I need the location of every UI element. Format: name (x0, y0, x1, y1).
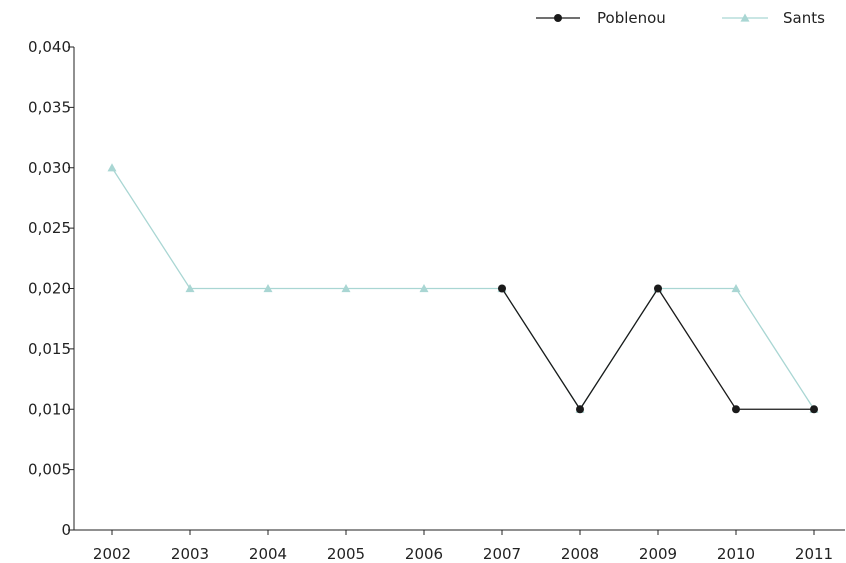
series-layer (107, 163, 819, 414)
x-tick-label: 2007 (483, 545, 521, 563)
legend: Poblenou Sants (536, 9, 825, 27)
x-tick-label: 2008 (561, 545, 599, 563)
y-tick-label: 0,040 (28, 38, 71, 56)
y-tick-label: 0 (61, 521, 71, 539)
series-line-poblenou (501, 287, 814, 411)
data-point-poblenou (732, 405, 740, 414)
data-point-poblenou (654, 284, 662, 293)
data-point-sants (731, 284, 741, 293)
x-tick-label: 2010 (717, 545, 755, 563)
x-tick-label: 2003 (171, 545, 209, 563)
legend-item-sants: Sants (722, 9, 825, 27)
legend-marker (740, 13, 750, 22)
x-tick-label: 2006 (405, 545, 443, 563)
data-point-sants (107, 163, 117, 172)
x-tick-label: 2005 (327, 545, 365, 563)
x-tick-label: 2004 (249, 545, 287, 563)
data-point-sants (263, 284, 273, 293)
data-point-poblenou (576, 405, 584, 414)
data-point-sants (341, 284, 351, 293)
y-tick-label: 0,030 (28, 159, 71, 177)
x-tick-label: 2009 (639, 545, 677, 563)
series-line-sants (111, 167, 815, 411)
data-point-poblenou (810, 405, 818, 414)
y-axis-ticks: 0 0,005 0,010 0,015 0,020 0,025 0,030 0,035 0,04… (28, 38, 74, 539)
data-point-sants (419, 284, 429, 293)
y-tick-label: 0,025 (28, 219, 71, 237)
legend-label: Poblenou (597, 9, 666, 27)
y-tick-label: 0,010 (28, 400, 71, 418)
legend-label: Sants (783, 9, 825, 27)
series-sants (107, 163, 819, 413)
x-tick-label: 2002 (93, 545, 131, 563)
y-tick-label: 0,020 (28, 280, 71, 298)
data-point-poblenou (498, 284, 506, 293)
y-tick-label: 0,035 (28, 98, 71, 116)
x-axis-ticks: 2002 2003 2004 2005 2006 2007 2008 2009 2010 2011 (93, 530, 833, 563)
legend-item-poblenou: Poblenou (536, 9, 666, 27)
legend-marker (554, 14, 562, 22)
data-point-sants (185, 284, 195, 293)
x-tick-label: 2011 (795, 545, 833, 563)
y-tick-label: 0,005 (28, 461, 71, 479)
series-poblenou (498, 284, 818, 414)
y-tick-label: 0,015 (28, 340, 71, 358)
